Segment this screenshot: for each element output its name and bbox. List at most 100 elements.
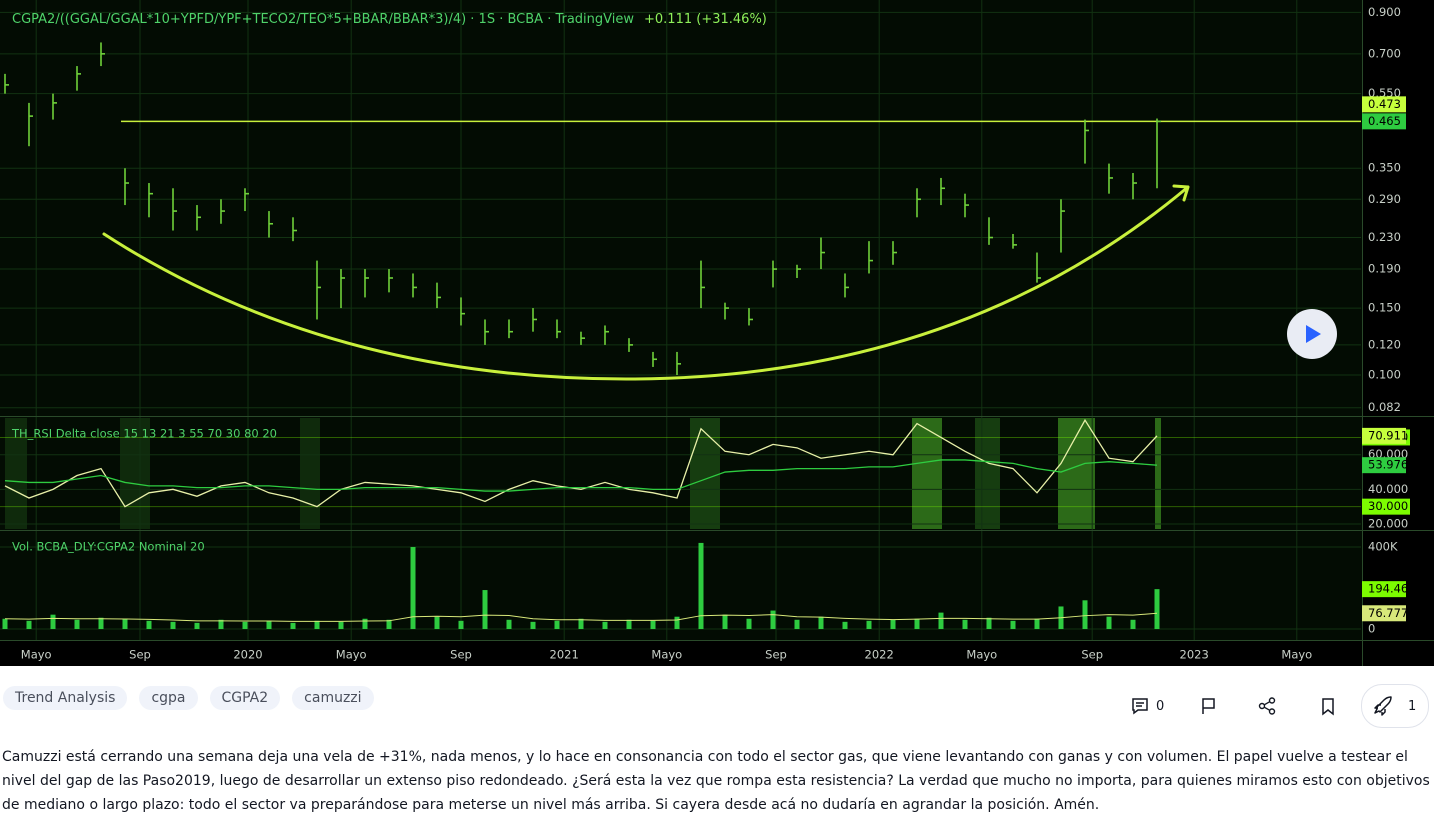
action-bar: 0 1 bbox=[1120, 684, 1430, 728]
bookmark-icon[interactable] bbox=[1318, 696, 1338, 716]
plot-background bbox=[0, 0, 1362, 640]
volume-bar bbox=[770, 610, 776, 630]
volume-bar bbox=[122, 618, 128, 630]
boost-content[interactable]: 1 bbox=[1372, 696, 1416, 716]
volume-bar bbox=[530, 621, 536, 630]
volume-bar bbox=[674, 616, 680, 630]
volume-bar bbox=[50, 614, 56, 630]
share-button[interactable] bbox=[1257, 696, 1277, 716]
volume-bar bbox=[314, 620, 320, 630]
volume-bar bbox=[914, 618, 920, 630]
comment-count[interactable]: 0 bbox=[1156, 698, 1165, 714]
rsi-zone bbox=[912, 418, 942, 529]
volume-bar bbox=[146, 620, 152, 630]
x-tick-label: 2022 bbox=[865, 648, 894, 662]
rsi-zones bbox=[5, 418, 1161, 529]
x-tick-label: 2023 bbox=[1180, 648, 1209, 662]
volume-bar bbox=[1010, 620, 1016, 630]
volume-bar bbox=[890, 619, 896, 630]
volume-bar bbox=[338, 621, 344, 630]
rsi-line bbox=[4, 418, 1158, 508]
volume-bar bbox=[74, 619, 80, 630]
axis-price-tag bbox=[1362, 113, 1406, 130]
boost-button[interactable]: 1 bbox=[1361, 684, 1429, 728]
y-tick-label: 0.900 bbox=[1368, 5, 1401, 19]
plot-layer bbox=[0, 0, 1361, 640]
volume-bar bbox=[2, 618, 8, 630]
axis-price-tag bbox=[1362, 581, 1406, 598]
rsi-zone bbox=[690, 418, 720, 529]
volume-bar bbox=[482, 590, 488, 630]
volume-bar bbox=[650, 620, 656, 630]
axis-price-tag-label: 70.911 bbox=[1368, 428, 1408, 442]
volume-bar bbox=[866, 620, 872, 630]
volume-ma-line bbox=[4, 612, 1158, 622]
rsi-title: TH_RSI Delta close 15 13 21 3 55 70 30 8… bbox=[11, 427, 277, 441]
axis-price-tag-label: 194.466K bbox=[1368, 582, 1424, 596]
volume-bar bbox=[746, 618, 752, 630]
volume-bar bbox=[386, 619, 392, 630]
volume-bar bbox=[410, 547, 416, 630]
comments-button[interactable]: 0 bbox=[1130, 696, 1164, 716]
share-icon[interactable] bbox=[1257, 696, 1277, 716]
y-tick-label: 20.000 bbox=[1368, 516, 1408, 530]
flag-icon[interactable] bbox=[1199, 696, 1219, 716]
tag[interactable]: cgpa bbox=[139, 686, 198, 710]
volume-bar bbox=[722, 614, 728, 630]
x-tick-label: 2021 bbox=[550, 648, 579, 662]
rocket-icon[interactable] bbox=[1372, 696, 1394, 716]
tag[interactable]: Trend Analysis bbox=[3, 686, 128, 710]
volume-bar bbox=[362, 618, 368, 630]
boost-count[interactable]: 1 bbox=[1408, 698, 1417, 714]
volume-bar bbox=[626, 619, 632, 630]
y-tick-label: 0.082 bbox=[1368, 400, 1401, 414]
play-button[interactable] bbox=[1287, 309, 1337, 359]
y-tick-label: 0.290 bbox=[1368, 192, 1401, 206]
x-tick-label: Sep bbox=[765, 648, 787, 662]
rsi-level-tag-label: 30.000 bbox=[1368, 499, 1408, 513]
volume-bar bbox=[578, 618, 584, 630]
volume-bar bbox=[794, 619, 800, 630]
rsi-zone bbox=[975, 418, 1000, 529]
volume-bar bbox=[98, 617, 104, 630]
y-tick-label: 0.700 bbox=[1368, 46, 1401, 60]
symbol-title: CGPA2/((GGAL/GGAL*10+YPFD/YPF+TECO2/TEO*… bbox=[12, 12, 634, 27]
x-tick-label: 2020 bbox=[233, 648, 262, 662]
rsi-zone bbox=[120, 418, 150, 529]
volume-bar bbox=[1130, 619, 1136, 630]
x-tick-label: Mayo bbox=[651, 648, 682, 662]
rsi-level-tag bbox=[1362, 498, 1410, 515]
axis-price-tag-label: 0.465 bbox=[1368, 114, 1401, 128]
play-icon[interactable] bbox=[1306, 325, 1321, 343]
drawn-arc-arrow bbox=[102, 184, 1190, 381]
volume-bar bbox=[698, 542, 704, 630]
volume-bar bbox=[1106, 616, 1112, 630]
x-tick-label: Mayo bbox=[21, 648, 52, 662]
tag[interactable]: camuzzi bbox=[292, 686, 374, 710]
axis-price-tag bbox=[1362, 605, 1406, 622]
tag[interactable]: CGPA2 bbox=[209, 686, 281, 710]
bookmark-button[interactable] bbox=[1318, 696, 1338, 716]
comment-icon[interactable] bbox=[1130, 696, 1150, 716]
volume-bar bbox=[1034, 618, 1040, 630]
volume-bar bbox=[962, 619, 968, 630]
axis-price-tag-label: 53.976 bbox=[1368, 458, 1408, 472]
rsi-zone bbox=[5, 418, 27, 529]
y-tick-label: 0.230 bbox=[1368, 230, 1401, 244]
tag-list: Trend Analysis cgpa CGPA2 camuzzi bbox=[3, 686, 374, 710]
volume-bar bbox=[1082, 600, 1088, 630]
chart: CGPA2/((GGAL/GGAL*10+YPFD/YPF+TECO2/TEO*… bbox=[0, 0, 1434, 666]
report-button[interactable] bbox=[1199, 696, 1219, 716]
volume-bar bbox=[938, 612, 944, 630]
volume-title: Vol. BCBA_DLY:CGPA2 Nominal 20 bbox=[12, 540, 205, 554]
idea-description: Camuzzi está cerrando una semana deja un… bbox=[2, 749, 1430, 813]
volume-bar bbox=[1154, 589, 1160, 630]
x-tick-label: Mayo bbox=[1281, 648, 1312, 662]
y-tick-label: 0.150 bbox=[1368, 301, 1401, 315]
x-tick-label: Sep bbox=[1081, 648, 1103, 662]
volume-bar bbox=[602, 621, 608, 630]
y-tick-label: 40.000 bbox=[1368, 482, 1408, 496]
axis-price-tag bbox=[1362, 96, 1406, 113]
